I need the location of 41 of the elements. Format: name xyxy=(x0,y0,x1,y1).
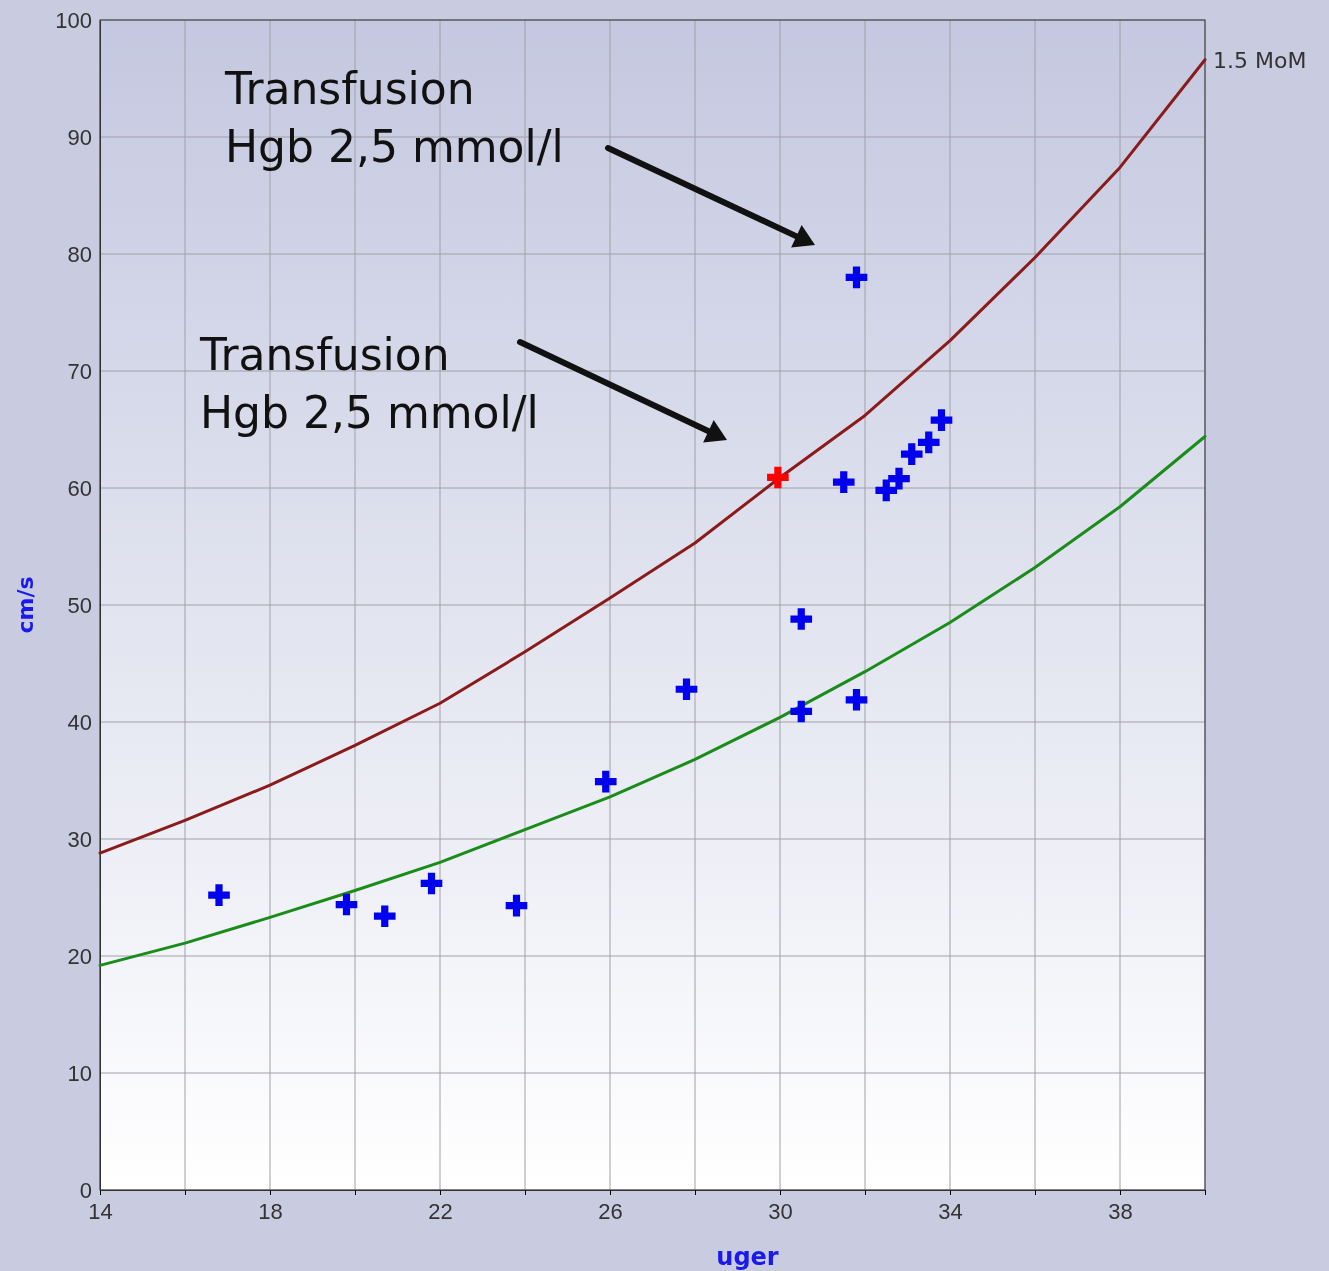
x-tick-label: 34 xyxy=(938,1198,963,1224)
point xyxy=(208,884,230,906)
series-label: 1.5 MoM xyxy=(1213,47,1307,73)
point xyxy=(767,466,789,489)
point xyxy=(845,266,868,289)
y-tick-label: 30 xyxy=(67,826,92,852)
point xyxy=(900,443,923,465)
line-series xyxy=(98,435,1207,967)
point xyxy=(917,431,940,454)
annotation: Transfusion Hgb 2,5 mmol/l xyxy=(224,63,564,172)
point xyxy=(790,608,813,630)
annotation: Transfusion Hgb 2,5 mmol/l xyxy=(199,329,539,438)
x-tick-label: 26 xyxy=(598,1198,623,1224)
point xyxy=(594,770,617,793)
point xyxy=(335,893,358,916)
x-tick-label: 30 xyxy=(768,1198,793,1224)
point xyxy=(505,894,528,917)
point xyxy=(930,409,953,431)
x-tick-label: 38 xyxy=(1108,1198,1133,1224)
point xyxy=(790,700,813,723)
y-tick-label: 40 xyxy=(67,709,92,735)
x-tick-label: 18 xyxy=(258,1198,283,1224)
line-series xyxy=(98,58,1207,855)
x-tick-label: 22 xyxy=(428,1198,453,1224)
y-axis-title: cm/s xyxy=(13,576,38,634)
y-tick-label: 20 xyxy=(67,943,92,969)
point xyxy=(420,872,443,895)
x-axis-title: uger xyxy=(716,1243,779,1271)
point xyxy=(675,678,698,701)
y-tick-label: 90 xyxy=(67,124,92,150)
point xyxy=(888,467,910,490)
point xyxy=(875,479,898,502)
y-tick-label: 80 xyxy=(67,241,92,267)
y-tick-label: 100 xyxy=(55,7,92,33)
y-tick-label: 10 xyxy=(67,1060,92,1086)
point xyxy=(845,688,868,711)
y-tick-label: 50 xyxy=(67,592,92,618)
y-tick-label: 60 xyxy=(67,475,92,501)
point xyxy=(832,471,855,493)
y-tick-label: 70 xyxy=(67,358,92,384)
point xyxy=(373,905,396,928)
